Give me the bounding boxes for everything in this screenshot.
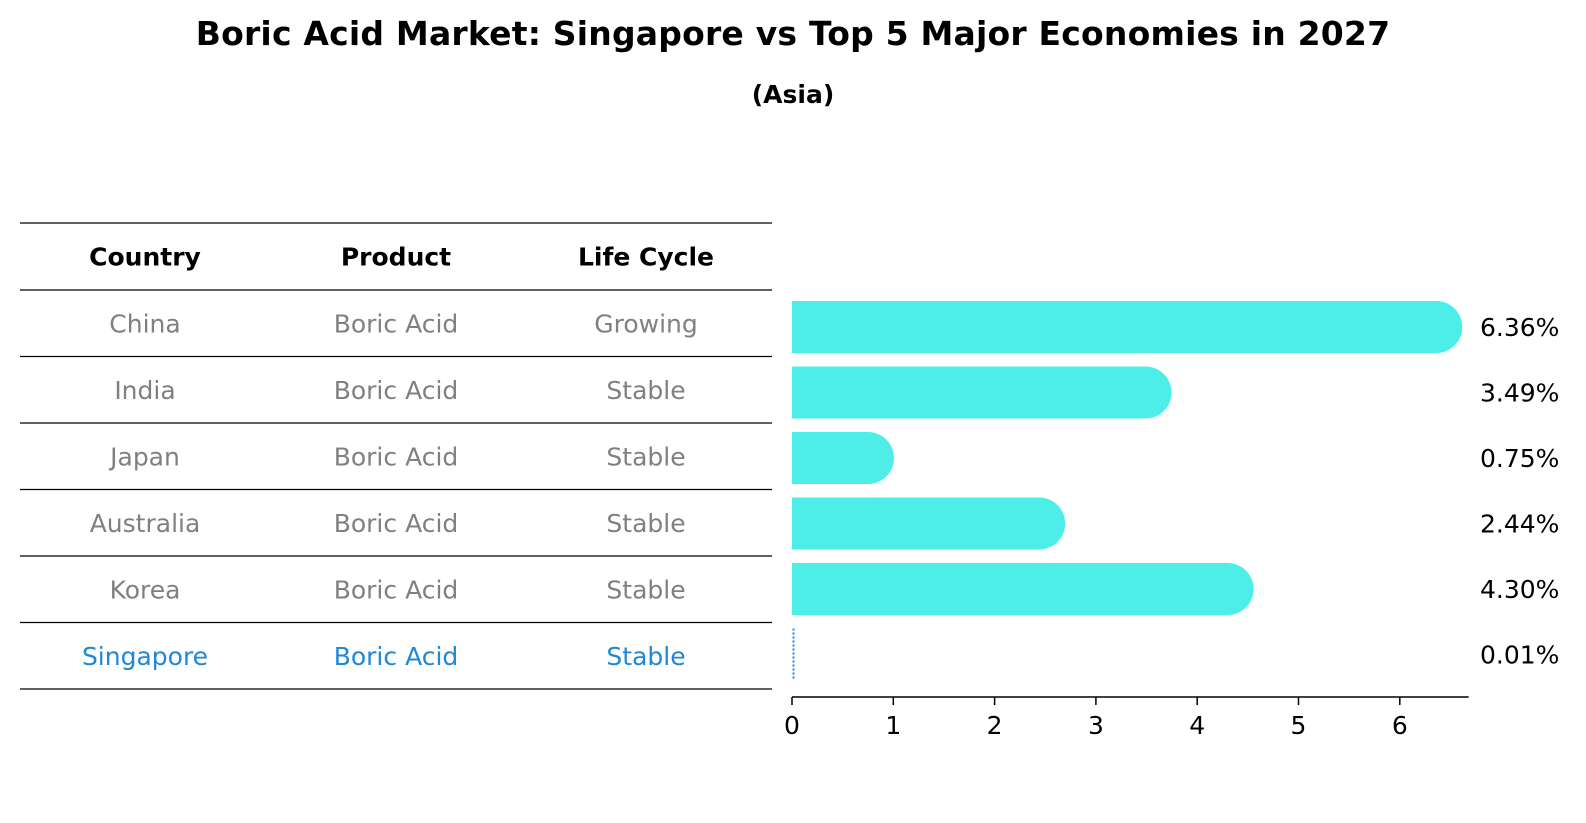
x-tick-label: 4 bbox=[1189, 711, 1205, 740]
table-cell-country: China bbox=[109, 309, 180, 338]
table-cell-country: Singapore bbox=[82, 642, 208, 671]
bar-value-label: 0.75% bbox=[1480, 444, 1559, 473]
table-cell-life-cycle: Stable bbox=[606, 376, 685, 405]
table-cell-product: Boric Acid bbox=[334, 442, 459, 471]
table-cell-product: Boric Acid bbox=[334, 575, 459, 604]
x-tick-label: 6 bbox=[1392, 711, 1408, 740]
table-cell-product: Boric Acid bbox=[334, 642, 459, 671]
table-cell-product: Boric Acid bbox=[334, 376, 459, 405]
bar-value-label: 2.44% bbox=[1480, 510, 1559, 539]
table-cell-life-cycle: Stable bbox=[606, 442, 685, 471]
table-cell-product: Boric Acid bbox=[334, 309, 459, 338]
x-tick-label: 5 bbox=[1291, 711, 1307, 740]
table-cell-country: India bbox=[114, 376, 175, 405]
chart-title: Boric Acid Market: Singapore vs Top 5 Ma… bbox=[195, 14, 1391, 53]
x-tick-label: 3 bbox=[1088, 711, 1104, 740]
x-tick-label: 2 bbox=[987, 711, 1003, 740]
table-cell-life-cycle: Stable bbox=[606, 509, 685, 538]
table-cell-product: Boric Acid bbox=[334, 509, 459, 538]
chart-subtitle: (Asia) bbox=[751, 80, 835, 109]
table-cell-country: Korea bbox=[110, 575, 181, 604]
bar-value-label: 4.30% bbox=[1480, 575, 1559, 604]
table-cell-life-cycle: Growing bbox=[594, 309, 698, 338]
table-header-cell: Life Cycle bbox=[578, 243, 714, 272]
bar-value-label: 3.49% bbox=[1480, 379, 1559, 408]
table-cell-life-cycle: Stable bbox=[606, 642, 685, 671]
table-cell-life-cycle: Stable bbox=[606, 575, 685, 604]
table-header-cell: Country bbox=[89, 243, 201, 272]
bar-india bbox=[792, 366, 1172, 419]
bar-value-label: 6.36% bbox=[1480, 313, 1559, 342]
table-cell-country: Australia bbox=[90, 509, 201, 538]
bar-value-label: 0.01% bbox=[1480, 641, 1559, 670]
bar-japan bbox=[792, 432, 894, 484]
x-tick-label: 1 bbox=[885, 711, 901, 740]
x-tick-label: 0 bbox=[784, 711, 800, 740]
table-cell-country: Japan bbox=[108, 442, 180, 471]
bar-china bbox=[792, 301, 1463, 353]
bar-korea bbox=[792, 563, 1254, 615]
bar-australia bbox=[792, 497, 1066, 550]
table-header-cell: Product bbox=[341, 243, 451, 272]
